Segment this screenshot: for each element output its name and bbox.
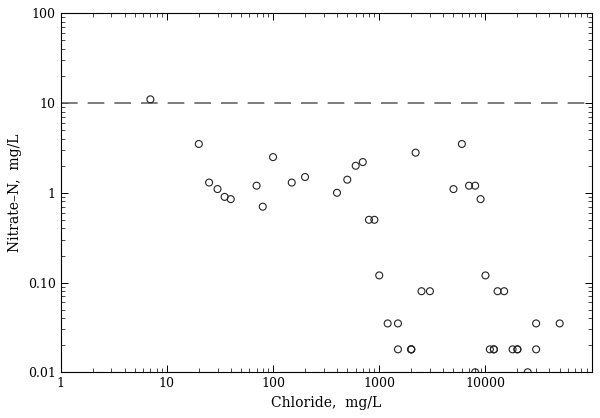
Point: [364, 217, 374, 223]
Point: [489, 346, 499, 353]
Point: [476, 196, 485, 202]
Point: [532, 346, 541, 353]
Point: [425, 288, 435, 295]
Point: [512, 346, 522, 353]
Point: [532, 320, 541, 327]
Point: [523, 369, 533, 376]
Point: [351, 163, 361, 169]
Point: [470, 369, 480, 376]
Point: [493, 288, 502, 295]
Point: [457, 140, 467, 147]
Point: [258, 203, 268, 210]
X-axis label: Chloride,  mg/L: Chloride, mg/L: [271, 396, 381, 410]
Point: [332, 189, 342, 196]
Point: [287, 179, 296, 186]
Point: [343, 176, 352, 183]
Point: [481, 272, 490, 279]
Point: [226, 196, 236, 202]
Point: [358, 159, 368, 166]
Point: [370, 217, 379, 223]
Point: [508, 346, 517, 353]
Point: [555, 320, 565, 327]
Point: [252, 182, 262, 189]
Point: [374, 272, 384, 279]
Point: [383, 320, 392, 327]
Point: [213, 186, 223, 192]
Point: [268, 154, 278, 161]
Point: [489, 346, 499, 353]
Point: [512, 346, 522, 353]
Point: [393, 320, 403, 327]
Point: [393, 346, 403, 353]
Y-axis label: Nitrate–N,  mg/L: Nitrate–N, mg/L: [8, 133, 22, 252]
Point: [220, 194, 229, 200]
Point: [464, 182, 474, 189]
Point: [406, 346, 416, 353]
Point: [417, 288, 427, 295]
Point: [470, 182, 480, 189]
Point: [406, 346, 416, 353]
Point: [411, 149, 421, 156]
Point: [485, 346, 494, 353]
Point: [406, 346, 416, 353]
Point: [499, 288, 509, 295]
Point: [194, 140, 203, 147]
Point: [300, 173, 310, 180]
Point: [449, 186, 458, 192]
Point: [146, 96, 155, 103]
Point: [204, 179, 214, 186]
